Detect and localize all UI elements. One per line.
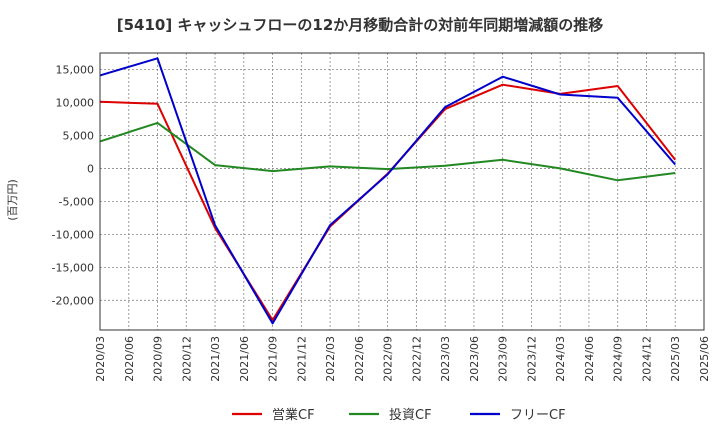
grid-lines bbox=[99, 53, 705, 330]
series-line-1 bbox=[99, 121, 676, 182]
plot-frame bbox=[99, 52, 705, 331]
series-line-2 bbox=[99, 57, 676, 325]
y-tick-label: 10,000 bbox=[56, 96, 95, 109]
legend-label-0: 営業CF bbox=[272, 407, 315, 423]
x-tick-label: 2023/06 bbox=[468, 336, 481, 382]
x-tick-label: 2023/12 bbox=[525, 336, 538, 382]
y-tick-label: 0 bbox=[87, 162, 94, 175]
x-tick-label: 2020/03 bbox=[94, 336, 107, 382]
y-tick-label: -5,000 bbox=[59, 195, 94, 208]
x-tick-label: 2022/12 bbox=[410, 336, 423, 382]
x-tick-label: 2024/09 bbox=[612, 336, 625, 382]
x-tick-label: 2024/12 bbox=[640, 336, 653, 382]
x-tick-label: 2022/09 bbox=[382, 336, 395, 382]
x-tick-label: 2024/06 bbox=[583, 336, 596, 382]
legend: 営業CF 投資CF フリーCF bbox=[232, 407, 566, 423]
x-axis: 2020/03 2020/06 2020/09 2020/12 2021/03 2021/… bbox=[94, 336, 711, 382]
y-axis: 15,000 10,000 5,000 0 -5,000 -10,000 -15,000 -2… bbox=[52, 63, 94, 307]
x-tick-label: 2022/06 bbox=[353, 336, 366, 382]
x-tick-label: 2023/03 bbox=[439, 336, 452, 382]
chart-title: [5410] キャッシュフローの12か月移動合計の対前年同期増減額の推移 bbox=[117, 16, 604, 34]
x-tick-label: 2022/03 bbox=[324, 336, 337, 382]
x-tick-label: 2021/09 bbox=[267, 336, 280, 382]
y-tick-label: -10,000 bbox=[52, 228, 94, 241]
y-tick-label: 15,000 bbox=[56, 63, 95, 76]
x-tick-label: 2024/03 bbox=[554, 336, 567, 382]
x-tick-label: 2021/03 bbox=[209, 336, 222, 382]
legend-label-2: フリーCF bbox=[510, 408, 566, 423]
x-tick-label: 2020/06 bbox=[123, 336, 136, 382]
x-tick-label: 2021/06 bbox=[238, 336, 251, 382]
x-tick-label: 2023/09 bbox=[497, 336, 510, 382]
x-tick-label: 2025/03 bbox=[669, 336, 682, 382]
y-tick-label: -15,000 bbox=[52, 261, 94, 274]
x-tick-label: 2021/12 bbox=[295, 336, 308, 382]
y-axis-label: (百万円) bbox=[6, 179, 19, 221]
y-tick-label: 5,000 bbox=[63, 129, 95, 142]
legend-label-1: 投資CF bbox=[389, 407, 432, 423]
series-lines bbox=[99, 57, 676, 325]
x-tick-label: 2025/06 bbox=[698, 336, 711, 382]
y-tick-label: -20,000 bbox=[52, 294, 94, 307]
x-tick-label: 2020/09 bbox=[152, 336, 165, 382]
x-tick-label: 2020/12 bbox=[180, 336, 193, 382]
